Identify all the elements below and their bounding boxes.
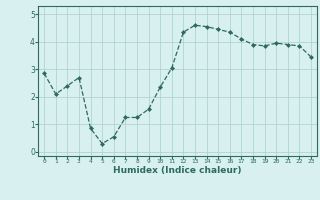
X-axis label: Humidex (Indice chaleur): Humidex (Indice chaleur) — [113, 166, 242, 175]
